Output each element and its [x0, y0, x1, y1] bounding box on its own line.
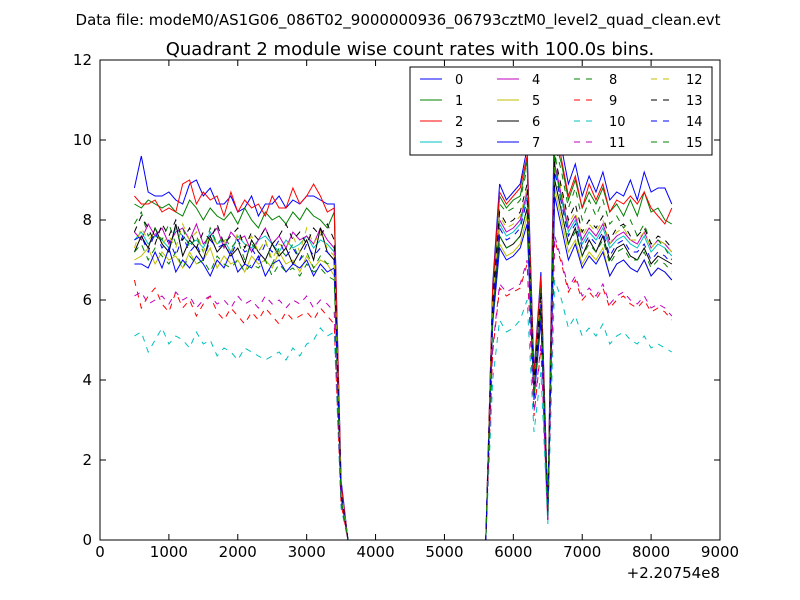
series-line-8 — [133, 143, 673, 541]
x-tick-label: 1000 — [150, 543, 188, 561]
legend-label-6: 6 — [532, 115, 540, 130]
x-tick-label: 2000 — [219, 543, 257, 561]
legend-box — [409, 66, 713, 156]
x-tick-label: 5000 — [425, 543, 463, 561]
legend-label-2: 2 — [455, 115, 463, 130]
x-tick-label: 3000 — [288, 543, 326, 561]
x-tick-label: 0 — [95, 543, 105, 561]
series-line-9 — [133, 239, 673, 541]
series-line-14 — [134, 171, 673, 541]
legend-label-3: 3 — [455, 136, 463, 151]
legend-label-12: 12 — [686, 73, 703, 88]
x-axis: 0 1000 2000 3000 4000 5000 6000 7000 8000 9000 — [95, 60, 739, 561]
legend-label-7: 7 — [532, 136, 540, 151]
legend-label-4: 4 — [532, 73, 540, 88]
series-line-0 — [133, 95, 673, 541]
x-tick-label: 9000 — [701, 543, 739, 561]
y-tick-label: 12 — [73, 51, 92, 69]
legend-label-14: 14 — [686, 115, 703, 130]
legend-label-0: 0 — [455, 73, 463, 88]
legend-label-9: 9 — [609, 94, 617, 109]
x-tick-label: 4000 — [356, 543, 394, 561]
series-line-10 — [134, 279, 673, 541]
chart-title: Quadrant 2 module wise count rates with … — [166, 39, 655, 60]
series-line-11 — [134, 235, 673, 541]
legend-label-8: 8 — [609, 73, 617, 88]
x-tick-label: 7000 — [563, 543, 601, 561]
y-tick-label: 8 — [82, 211, 92, 229]
legend-label-15: 15 — [686, 136, 703, 151]
legend-label-5: 5 — [532, 94, 540, 109]
data-file-suptitle: Data file: modeM0/AS1G06_086T02_90000009… — [76, 11, 721, 30]
y-tick-label: 2 — [82, 451, 92, 469]
legend-label-1: 1 — [455, 94, 463, 109]
series-layer — [133, 95, 673, 541]
series-line-4 — [134, 163, 673, 541]
legend-label-10: 10 — [609, 115, 626, 130]
x-tick-label: 6000 — [494, 543, 532, 561]
legend-label-11: 11 — [609, 136, 626, 151]
y-tick-label: 10 — [73, 131, 92, 149]
series-line-12 — [133, 159, 673, 541]
series-line-3 — [134, 167, 673, 541]
x-tick-label: 8000 — [632, 543, 670, 561]
x-offset-label: +2.20754e8 — [627, 564, 720, 582]
y-tick-label: 0 — [82, 531, 92, 549]
y-tick-label: 4 — [82, 371, 92, 389]
legend-label-13: 13 — [686, 94, 703, 109]
series-line-2 — [134, 119, 673, 541]
y-tick-label: 6 — [82, 291, 92, 309]
series-line-15 — [134, 147, 673, 541]
